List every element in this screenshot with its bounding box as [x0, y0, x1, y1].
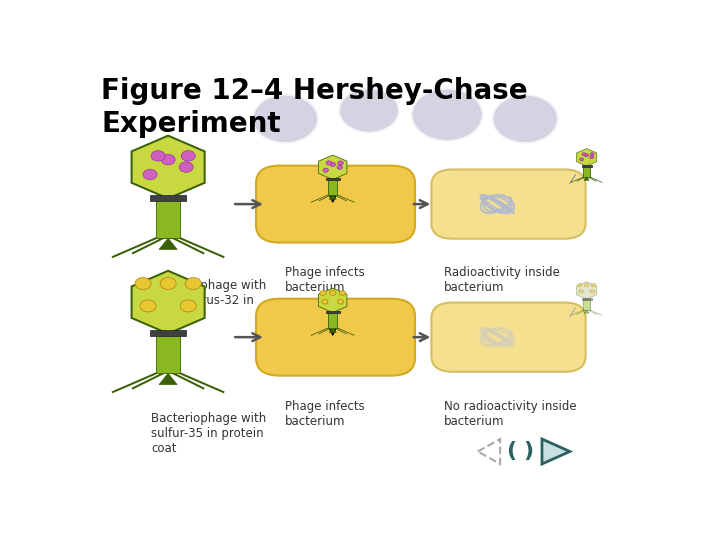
Circle shape: [585, 154, 588, 157]
Text: Radioactivity inside
bacterium: Radioactivity inside bacterium: [444, 266, 560, 294]
Circle shape: [492, 94, 559, 144]
Polygon shape: [478, 439, 500, 464]
FancyBboxPatch shape: [150, 195, 186, 201]
Circle shape: [339, 291, 346, 295]
FancyBboxPatch shape: [156, 332, 180, 373]
FancyBboxPatch shape: [328, 312, 338, 328]
FancyBboxPatch shape: [325, 178, 340, 180]
Circle shape: [338, 161, 343, 165]
Circle shape: [579, 290, 583, 293]
Polygon shape: [329, 195, 336, 199]
Circle shape: [143, 170, 157, 180]
Circle shape: [320, 291, 326, 295]
FancyBboxPatch shape: [431, 302, 585, 372]
Text: (: (: [506, 442, 516, 462]
Polygon shape: [132, 136, 204, 199]
Circle shape: [161, 154, 175, 165]
Circle shape: [338, 87, 400, 133]
Circle shape: [179, 162, 193, 172]
FancyBboxPatch shape: [256, 299, 415, 376]
Polygon shape: [577, 148, 597, 166]
Polygon shape: [329, 328, 336, 332]
Circle shape: [330, 163, 336, 166]
FancyBboxPatch shape: [256, 166, 415, 242]
Text: Phage infects
bacterium: Phage infects bacterium: [285, 400, 365, 428]
FancyBboxPatch shape: [582, 165, 592, 167]
Circle shape: [181, 151, 195, 161]
Circle shape: [590, 290, 595, 293]
Polygon shape: [159, 238, 177, 249]
Circle shape: [326, 161, 331, 165]
Text: Figure 12–4 Hershey-Chase
Experiment: Figure 12–4 Hershey-Chase Experiment: [101, 77, 528, 138]
Polygon shape: [577, 282, 597, 299]
FancyBboxPatch shape: [328, 179, 338, 195]
Polygon shape: [584, 310, 589, 313]
Circle shape: [337, 165, 343, 170]
Circle shape: [322, 300, 328, 304]
Text: Bacteriophage with
sulfur-35 in protein
coat: Bacteriophage with sulfur-35 in protein …: [151, 412, 266, 455]
Polygon shape: [159, 373, 177, 384]
FancyBboxPatch shape: [583, 299, 590, 310]
Text: Bacteriophage with
phosphorus-32 in
DNA: Bacteriophage with phosphorus-32 in DNA: [151, 279, 266, 322]
Circle shape: [338, 300, 343, 304]
Circle shape: [160, 278, 176, 289]
Circle shape: [252, 94, 319, 144]
Circle shape: [330, 291, 336, 295]
FancyBboxPatch shape: [431, 170, 585, 239]
FancyBboxPatch shape: [582, 298, 592, 300]
Text: Phage infects
bacterium: Phage infects bacterium: [285, 266, 365, 294]
Circle shape: [591, 284, 596, 287]
Circle shape: [135, 278, 151, 289]
Circle shape: [411, 87, 483, 141]
Circle shape: [590, 156, 593, 159]
FancyBboxPatch shape: [325, 311, 340, 313]
FancyBboxPatch shape: [150, 330, 186, 336]
FancyBboxPatch shape: [583, 166, 590, 177]
Text: No radioactivity inside
bacterium: No radioactivity inside bacterium: [444, 400, 577, 428]
Circle shape: [577, 284, 582, 287]
Circle shape: [582, 153, 586, 156]
Polygon shape: [132, 271, 204, 334]
Polygon shape: [542, 439, 570, 464]
Circle shape: [151, 151, 165, 161]
Circle shape: [140, 300, 156, 312]
Polygon shape: [584, 177, 589, 180]
Circle shape: [185, 278, 202, 289]
Circle shape: [180, 300, 197, 312]
Circle shape: [580, 158, 583, 161]
Polygon shape: [318, 155, 347, 179]
Text: ): ): [523, 442, 533, 462]
Circle shape: [590, 153, 594, 156]
Circle shape: [323, 168, 328, 172]
Circle shape: [585, 284, 589, 287]
Polygon shape: [318, 288, 347, 313]
FancyBboxPatch shape: [156, 197, 180, 238]
